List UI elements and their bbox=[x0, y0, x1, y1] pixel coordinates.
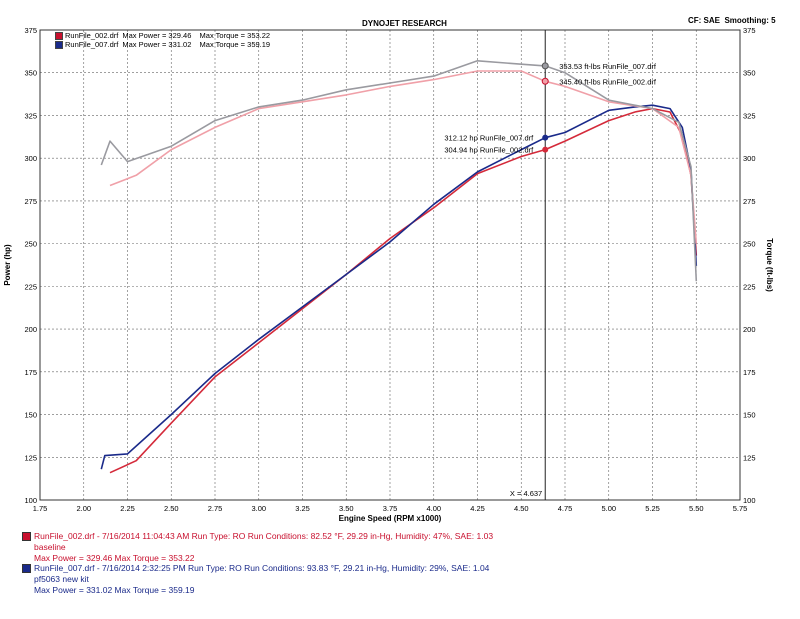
x-tick-label: 2.75 bbox=[208, 504, 223, 513]
y2-tick-label: 275 bbox=[743, 197, 756, 206]
y-tick-label: 275 bbox=[24, 197, 37, 206]
y-ticks: 100 125 150 175 200 225 250 275 300 325 350 375 bbox=[24, 26, 37, 505]
x-tick-label: 4.25 bbox=[470, 504, 485, 513]
x-tick-label: 4.75 bbox=[558, 504, 573, 513]
run-info-007-line2: pf5063 new kit bbox=[34, 574, 89, 584]
torque-007-marker[interactable] bbox=[541, 62, 549, 70]
torque-002-annotation: 345.40 ft-lbs RunFile_002.drf bbox=[559, 77, 657, 86]
y-tick-label: 350 bbox=[24, 69, 37, 78]
series-line-torque-runfile002drf bbox=[109, 70, 698, 244]
legend-item-002[interactable]: RunFile_002.drf Max Power = 329.46 Max To… bbox=[55, 31, 274, 41]
y2-tick-label: 325 bbox=[743, 111, 756, 120]
series-line-power-runfile007drf bbox=[100, 104, 698, 470]
y-tick-label: 375 bbox=[24, 26, 37, 35]
run-info-007-line1: RunFile_007.drf - 7/16/2014 2:32:25 PM R… bbox=[34, 563, 490, 573]
y2-tick-label: 225 bbox=[743, 282, 756, 291]
x-tick-label: 3.75 bbox=[383, 504, 398, 513]
run-swatch-007 bbox=[22, 564, 31, 574]
x-tick-label: 2.00 bbox=[76, 504, 91, 513]
x-tick-label: 5.00 bbox=[601, 504, 616, 513]
run-info-002-line1: RunFile_002.drf - 7/16/2014 11:04:43 AM … bbox=[34, 531, 494, 541]
x-tick-label: 4.50 bbox=[514, 504, 529, 513]
grid bbox=[39, 29, 741, 501]
legend-max-power-002: Max Power = 329.46 bbox=[122, 31, 192, 40]
run-info-002: RunFile_002.drf - 7/16/2014 11:04:43 AM … bbox=[22, 531, 493, 564]
y2-ticks: 100 125 150 175 200 225 250 275 300 325 350 375 bbox=[743, 26, 756, 505]
y2-tick-label: 100 bbox=[743, 496, 756, 505]
x-axis-label: Engine Speed (RPM x1000) bbox=[339, 514, 442, 523]
series-group bbox=[100, 59, 698, 474]
run-info-007-line3: Max Power = 331.02 Max Torque = 359.19 bbox=[34, 585, 195, 595]
legend-max-torque-007: Max Torque = 359.19 bbox=[199, 40, 271, 49]
run-swatch-002 bbox=[22, 532, 31, 542]
series-line-power-runfile002drf bbox=[109, 107, 698, 474]
y2-tick-label: 125 bbox=[743, 453, 756, 462]
legend-swatch-002 bbox=[55, 32, 63, 41]
x-tick-label: 5.75 bbox=[733, 504, 748, 513]
cf-label: CF: SAE bbox=[688, 16, 720, 25]
series-line-torque-runfile007drf bbox=[100, 59, 698, 282]
run-info-007: RunFile_007.drf - 7/16/2014 2:32:25 PM R… bbox=[22, 563, 489, 596]
y-axis-label: Power (hp) bbox=[3, 244, 12, 286]
legend-max-torque-002: Max Torque = 353.22 bbox=[199, 31, 271, 40]
legend-name-007: RunFile_007.drf bbox=[65, 40, 119, 49]
x-tick-label: 5.50 bbox=[689, 504, 704, 513]
x-tick-label: 4.00 bbox=[426, 504, 441, 513]
torque-002-marker[interactable] bbox=[541, 77, 549, 85]
x-ticks: 1.75 2.00 2.25 2.50 2.75 3.00 3.25 3.50 3.75 4.00… bbox=[33, 504, 748, 513]
y-tick-label: 225 bbox=[24, 282, 37, 291]
plot-frame bbox=[39, 29, 741, 501]
y2-tick-label: 200 bbox=[743, 325, 756, 334]
y-tick-label: 300 bbox=[24, 154, 37, 163]
legend-item-007[interactable]: RunFile_007.drf Max Power = 331.02 Max To… bbox=[55, 40, 274, 50]
y2-tick-label: 150 bbox=[743, 411, 756, 420]
run-info-002-line2: baseline bbox=[34, 542, 66, 552]
run-info-002-line3: Max Power = 329.46 Max Torque = 353.22 bbox=[34, 553, 195, 563]
y-tick-label: 125 bbox=[24, 453, 37, 462]
y2-axis-label: Torque (ft-lbs) bbox=[765, 238, 774, 292]
chart-title: DYNOJET RESEARCH bbox=[362, 19, 447, 28]
y2-tick-label: 250 bbox=[743, 240, 756, 249]
y2-tick-label: 350 bbox=[743, 69, 756, 78]
power-002-annotation: 304.94 hp RunFile_002.drf bbox=[444, 146, 534, 155]
y-tick-label: 150 bbox=[24, 411, 37, 420]
x-tick-label: 3.00 bbox=[251, 504, 266, 513]
y-tick-label: 250 bbox=[24, 240, 37, 249]
y-tick-label: 325 bbox=[24, 111, 37, 120]
legend-swatch-007 bbox=[55, 41, 63, 50]
settings-readout: CF: SAE Smoothing: 5 bbox=[688, 16, 776, 25]
y2-tick-label: 300 bbox=[743, 154, 756, 163]
x-tick-label: 2.50 bbox=[164, 504, 179, 513]
torque-007-annotation: 353.53 ft-lbs RunFile_007.drf bbox=[559, 62, 657, 71]
x-tick-label: 2.25 bbox=[120, 504, 135, 513]
y-tick-label: 100 bbox=[24, 496, 37, 505]
y-tick-label: 200 bbox=[24, 325, 37, 334]
x-tick-label: 1.75 bbox=[33, 504, 48, 513]
y2-tick-label: 175 bbox=[743, 368, 756, 377]
power-007-annotation: 312.12 hp RunFile_007.drf bbox=[444, 134, 534, 143]
cursor-readout: X = 4.637 bbox=[510, 489, 542, 498]
smoothing-label: Smoothing: 5 bbox=[724, 16, 776, 25]
power-007-marker[interactable] bbox=[542, 134, 549, 141]
legend-name-002: RunFile_002.drf bbox=[65, 31, 119, 40]
x-tick-label: 3.25 bbox=[295, 504, 310, 513]
power-002-marker[interactable] bbox=[542, 146, 549, 153]
legend-max-power-007: Max Power = 331.02 bbox=[122, 40, 192, 49]
y2-tick-label: 375 bbox=[743, 26, 756, 35]
x-tick-label: 3.50 bbox=[339, 504, 354, 513]
x-tick-label: 5.25 bbox=[645, 504, 660, 513]
y-tick-label: 175 bbox=[24, 368, 37, 377]
